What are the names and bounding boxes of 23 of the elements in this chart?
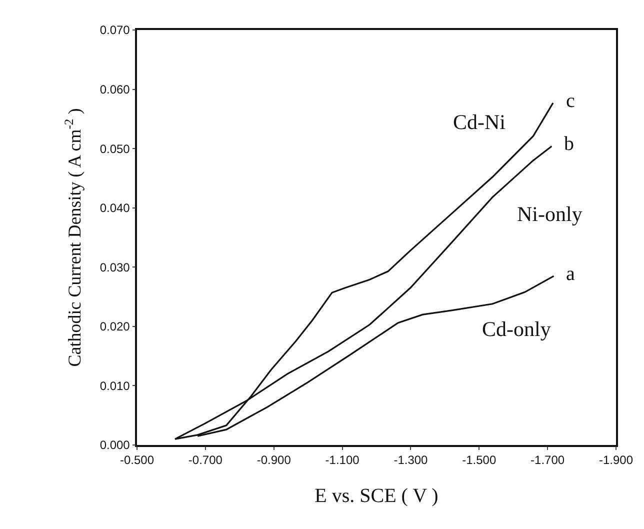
y-tick-label: 0.000 <box>100 438 130 452</box>
x-tick-label: -1.100 <box>325 453 360 468</box>
x-tick-label: -1.900 <box>598 453 634 468</box>
y-tick-label: 0.010 <box>100 378 130 393</box>
x-tick-label: -1.700 <box>530 453 565 468</box>
y-tick-label: 0.060 <box>100 82 130 96</box>
y-tick-label: 0.050 <box>100 142 130 156</box>
series-label: Cd-only <box>482 317 552 341</box>
x-axis-title: E vs. SCE ( V ) <box>314 485 438 508</box>
x-tick-label: -1.500 <box>462 453 496 468</box>
annotation: a <box>566 263 575 285</box>
series-label: Ni-only <box>517 202 583 226</box>
x-tick-label: -0.700 <box>188 453 223 468</box>
x-tick-label: -0.900 <box>256 453 292 468</box>
y-tick-label: 0.040 <box>100 201 130 216</box>
x-tick-label: -0.500 <box>120 453 154 468</box>
y-tick-label: 0.030 <box>100 260 130 274</box>
series-label: Cd-Ni <box>453 110 506 134</box>
x-tick-label: -1.300 <box>394 453 428 468</box>
y-tick-label: 0.070 <box>100 23 130 38</box>
annotation: b <box>564 133 574 155</box>
annotation: c <box>566 90 575 112</box>
y-tick-label: 0.020 <box>100 320 130 334</box>
